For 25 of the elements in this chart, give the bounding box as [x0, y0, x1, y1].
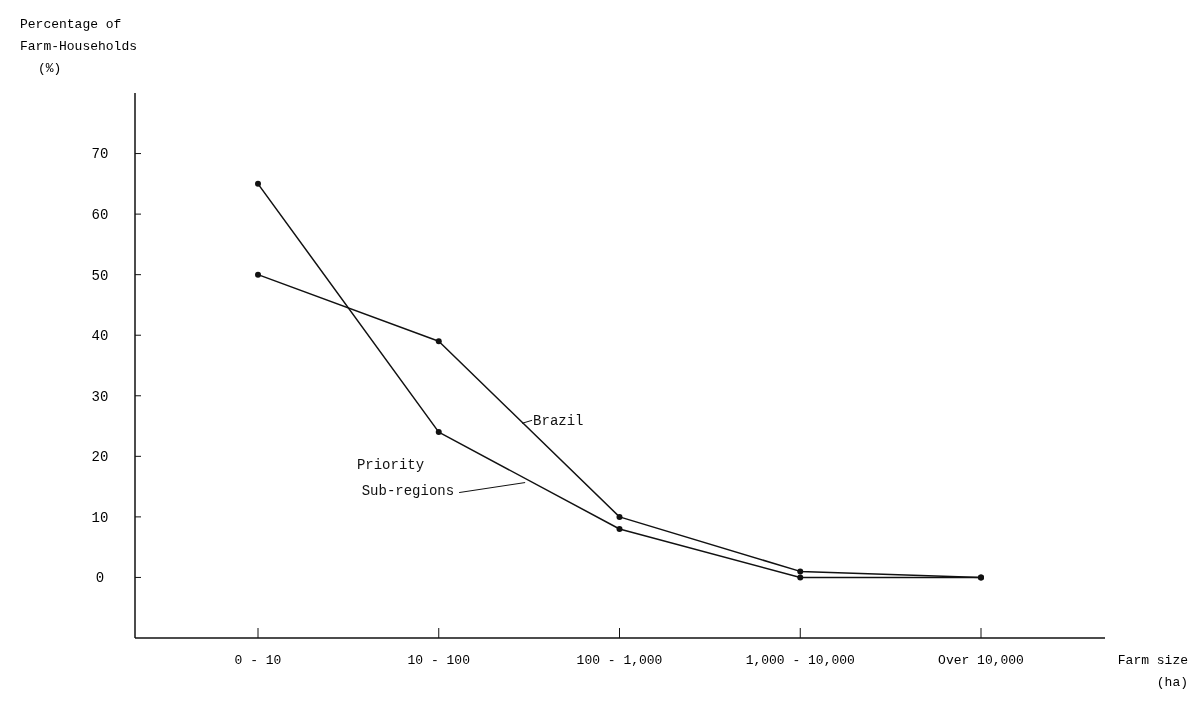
x-tick-label: 0 - 10 [234, 653, 282, 668]
legend-label: Brazil [533, 413, 584, 430]
x-tick-label: 1,000 - 10,000 [745, 653, 855, 668]
y-tick-label: 10 [91, 509, 109, 526]
y-axis-title: Percentage of Farm-Households (%) [20, 17, 138, 76]
y-tick-label: 50 [91, 267, 109, 284]
point [255, 271, 261, 278]
point [616, 526, 623, 532]
x-tick-label: 100 - 1,000 [576, 653, 663, 668]
x-tick-label: 10 - 100 [407, 653, 470, 668]
series-label: Priority Sub-regions [356, 456, 455, 499]
y-tick-label: 30 [91, 388, 109, 405]
point [255, 180, 261, 187]
point [435, 429, 442, 436]
point [797, 568, 804, 575]
y-tick-label: 60 [91, 207, 109, 224]
point [435, 338, 442, 345]
y-tick-label: 40 [91, 328, 109, 345]
x-axis-title: Farm size (ha) [1117, 653, 1188, 690]
y-tick-label: 20 [91, 449, 109, 466]
y-tick-label: 70 [91, 146, 109, 163]
point [797, 574, 804, 581]
point [616, 513, 623, 520]
x-tick-label: Over 10,000 [938, 653, 1024, 668]
y-tick-label: 0 [95, 570, 105, 587]
